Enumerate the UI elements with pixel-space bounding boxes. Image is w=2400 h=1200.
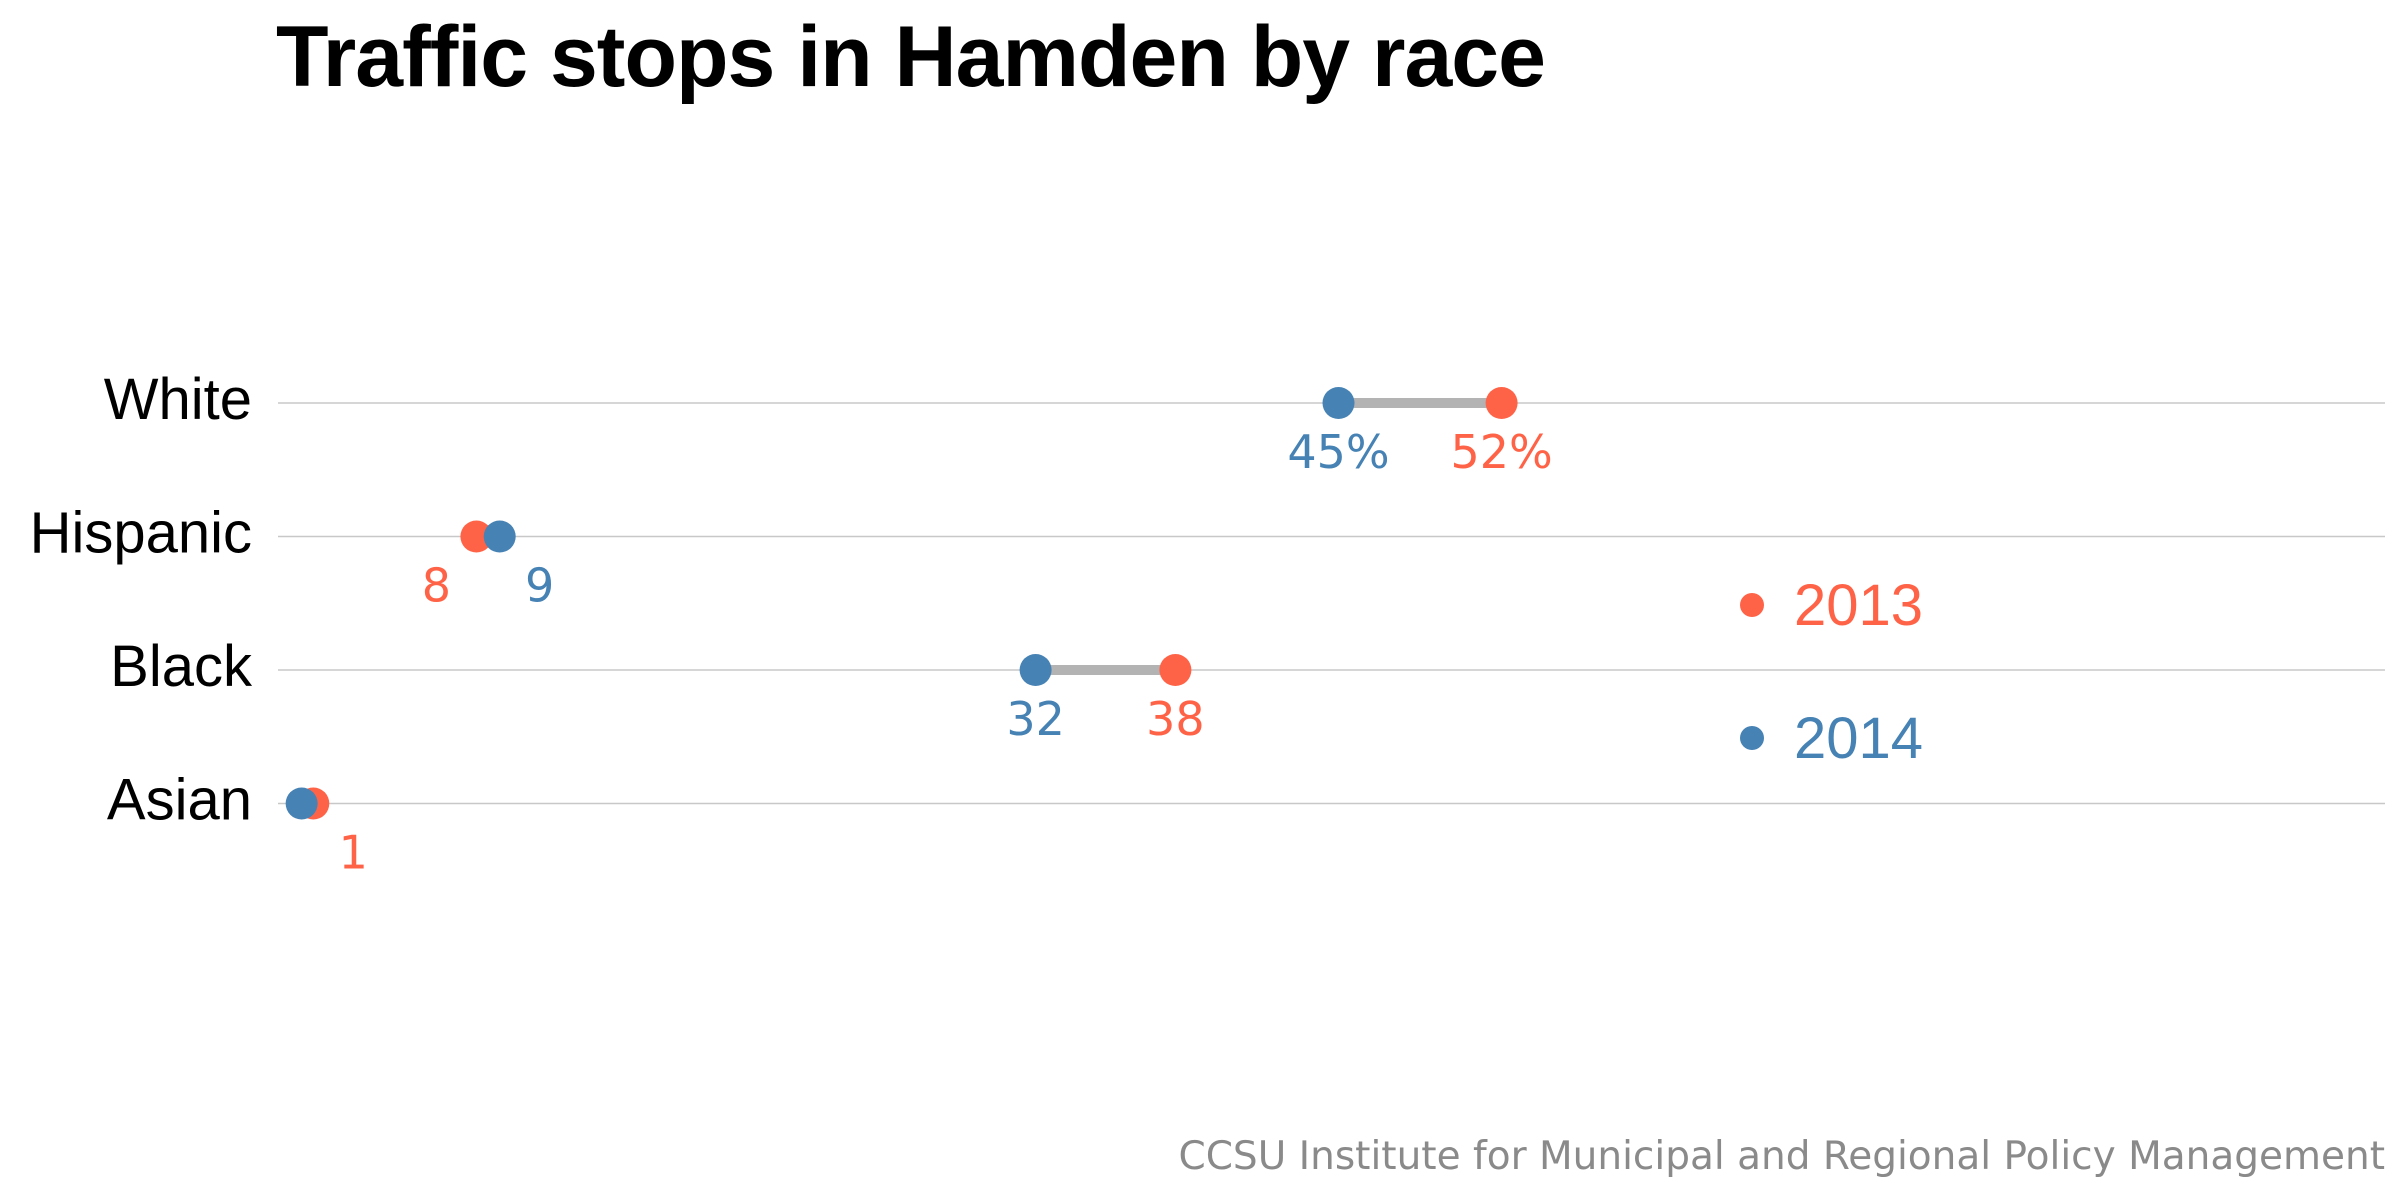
legend-label-2014: 2014 [1794,706,1923,771]
dot-2013-white [1485,387,1518,419]
value-label-2014-white: 45% [1287,425,1389,479]
legend-marker-2013 [1740,593,1764,617]
value-label-2013-black: 38 [1146,692,1205,746]
category-label-asian: Asian [107,768,252,833]
legend: 2013 2014 [1740,573,1923,771]
category-label-white: White [104,367,252,432]
dot-2014-asian [285,787,318,820]
value-labels: 52% 45% 8 9 38 32 1 [339,425,1553,880]
category-label-hispanic: Hispanic [30,501,252,566]
dot-2013-hispanic [460,520,493,553]
legend-marker-2014 [1740,726,1764,750]
category-label-black: Black [110,634,253,699]
dot-2014-black [1019,654,1052,686]
value-label-2013-hispanic: 8 [422,559,451,613]
gridlines [278,402,2385,805]
dot-2014-white [1322,387,1355,419]
chart-title: Traffic stops in Hamden by race [276,9,1546,105]
category-labels: White Hispanic Black Asian [30,367,253,833]
dot-2013-black [1159,654,1192,686]
value-label-2013-white: 52% [1450,425,1552,479]
value-label-2013-asian: 1 [339,826,368,880]
value-label-2014-hispanic: 9 [525,559,554,613]
legend-label-2013: 2013 [1794,573,1923,638]
data-points [285,387,1518,820]
value-label-2014-black: 32 [1006,692,1065,746]
dot-2014-hispanic [483,520,516,553]
source-note: CCSU Institute for Municipal and Regiona… [1178,1134,2385,1179]
